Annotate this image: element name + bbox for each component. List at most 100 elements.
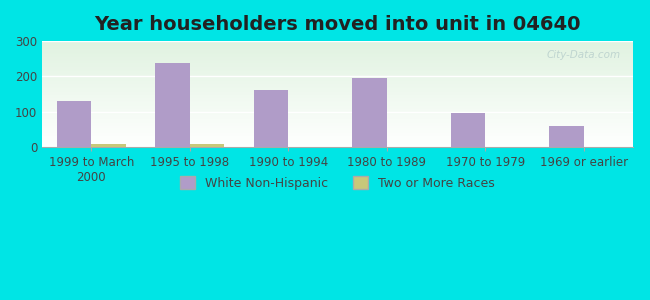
Bar <box>42 44 633 45</box>
Bar <box>42 51 633 52</box>
Bar <box>42 123 633 124</box>
Bar <box>42 130 633 131</box>
Bar <box>42 99 633 101</box>
Bar <box>42 87 633 88</box>
Bar <box>42 96 633 97</box>
Bar <box>42 117 633 119</box>
Bar <box>42 124 633 125</box>
Bar <box>42 133 633 134</box>
Bar <box>42 76 633 77</box>
Bar <box>42 85 633 86</box>
Bar <box>42 68 633 69</box>
Bar <box>42 128 633 129</box>
Bar <box>42 109 633 110</box>
Bar <box>42 83 633 85</box>
Bar <box>42 46 633 47</box>
Bar <box>42 73 633 74</box>
Bar <box>42 43 633 44</box>
Bar <box>42 74 633 75</box>
Bar <box>42 93 633 94</box>
Bar <box>42 116 633 117</box>
Bar <box>42 57 633 58</box>
Bar <box>549 126 584 147</box>
Bar <box>42 69 633 70</box>
Bar <box>42 85 633 87</box>
Bar <box>42 58 633 59</box>
Bar <box>42 103 633 104</box>
Bar <box>254 89 289 147</box>
Bar <box>42 121 633 122</box>
Bar <box>42 120 633 121</box>
Bar <box>42 138 633 139</box>
Bar <box>42 139 633 140</box>
Bar <box>42 88 633 89</box>
Bar <box>42 64 633 65</box>
Bar <box>42 132 633 133</box>
Bar <box>42 50 633 51</box>
Bar <box>42 125 633 126</box>
Bar <box>352 78 387 147</box>
Bar <box>42 146 633 147</box>
Bar <box>42 81 633 83</box>
Bar <box>42 115 633 116</box>
Bar <box>42 90 633 91</box>
Bar <box>42 142 633 143</box>
Bar <box>42 100 633 101</box>
Bar <box>42 105 633 106</box>
Bar <box>42 77 633 78</box>
Bar <box>42 134 633 136</box>
Bar <box>42 145 633 146</box>
Bar <box>42 106 633 107</box>
Bar <box>42 112 633 113</box>
Bar <box>42 104 633 105</box>
Bar <box>42 47 633 49</box>
Bar <box>42 101 633 103</box>
Bar <box>42 59 633 60</box>
Bar <box>42 107 633 108</box>
Bar <box>42 71 633 72</box>
Bar <box>42 136 633 138</box>
Bar <box>42 70 633 71</box>
Bar <box>42 52 633 53</box>
Bar <box>42 98 633 99</box>
Bar <box>42 118 633 120</box>
Bar <box>42 141 633 142</box>
Bar <box>450 113 485 147</box>
Bar <box>42 54 633 55</box>
Bar <box>42 62 633 63</box>
Bar <box>42 108 633 109</box>
Text: City-Data.com: City-Data.com <box>547 50 621 60</box>
Bar <box>42 67 633 68</box>
Bar <box>42 144 633 145</box>
Title: Year householders moved into unit in 04640: Year householders moved into unit in 046… <box>94 15 580 34</box>
Legend: White Non-Hispanic, Two or More Races: White Non-Hispanic, Two or More Races <box>174 170 501 196</box>
Bar <box>42 80 633 81</box>
Bar <box>42 122 633 123</box>
Bar <box>42 89 633 90</box>
Bar <box>42 65 633 67</box>
Bar <box>42 55 633 56</box>
Bar <box>42 114 633 115</box>
Bar <box>190 144 224 147</box>
Bar <box>42 53 633 54</box>
Bar <box>42 82 633 83</box>
Bar <box>42 95 633 96</box>
Bar <box>42 111 633 112</box>
Bar <box>42 42 633 43</box>
Bar <box>42 143 633 144</box>
Bar <box>42 97 633 98</box>
Bar <box>42 78 633 79</box>
Bar <box>42 94 633 95</box>
Bar <box>92 144 126 147</box>
Bar <box>42 56 633 57</box>
Bar <box>42 92 633 93</box>
Bar <box>42 45 633 46</box>
Bar <box>42 126 633 127</box>
Bar <box>42 91 633 92</box>
Bar <box>42 61 633 62</box>
Bar <box>42 129 633 130</box>
Bar <box>42 127 633 128</box>
Bar <box>42 60 633 61</box>
Bar <box>42 41 633 42</box>
Bar <box>155 63 190 147</box>
